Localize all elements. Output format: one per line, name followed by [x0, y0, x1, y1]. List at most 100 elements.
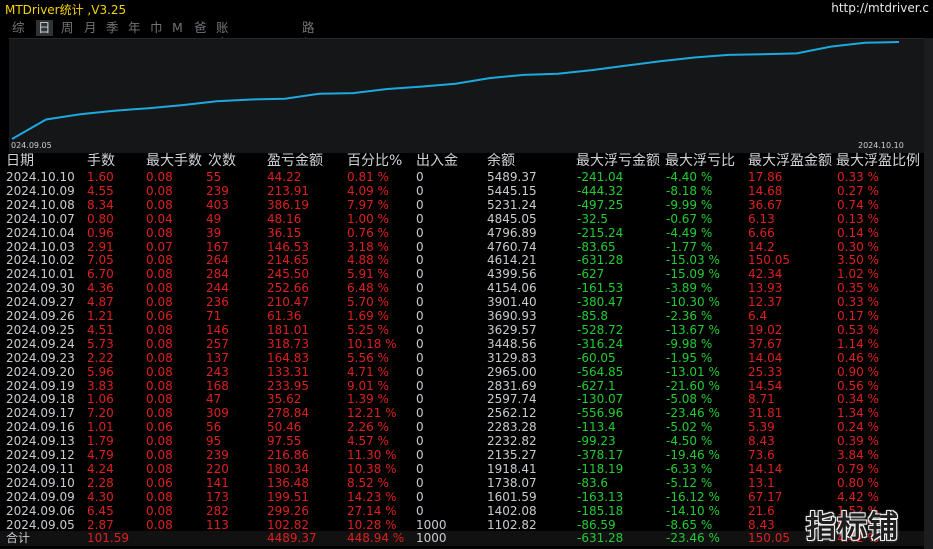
table-row[interactable]: 2024.09.11 4.24 0.08 220 180.34 10.38 % 0 1918.…	[0, 462, 924, 477]
table-row[interactable]: 2024.09.24 5.73 0.08 257 318.73 10.18 % 0 3448.…	[0, 337, 924, 352]
column-header-11[interactable]: 最大浮盈比例	[836, 153, 920, 169]
table-cell: 2024.09.20	[6, 364, 75, 379]
table-cell: 5.73	[87, 336, 114, 351]
table-row[interactable]: 2024.09.26 1.21 0.06 71 61.36 1.69 % 0 3690.93 -…	[0, 309, 924, 324]
tab-10[interactable]: 路径	[302, 20, 315, 51]
tab-7[interactable]: M	[172, 20, 183, 35]
table-row[interactable]: 2024.09.16 1.01 0.06 56 50.46 2.26 % 0 2283.28 -…	[0, 420, 924, 435]
chart-x-end-label: 2024.10.10	[858, 141, 904, 150]
table-row[interactable]: 2024.09.12 4.79 0.08 239 216.86 11.30 % 0 2135.…	[0, 448, 924, 463]
table-cell: 19.02	[748, 322, 783, 337]
column-header-10[interactable]: 最大浮盈金额	[748, 153, 832, 169]
table-cell: 0.56 %	[837, 378, 879, 393]
tab-9[interactable]: 账户	[216, 20, 229, 51]
tab-2[interactable]: 周	[61, 20, 74, 35]
tab-8[interactable]: 爸	[194, 20, 207, 35]
table-cell: -86.59	[577, 517, 616, 532]
table-row[interactable]: 2024.09.23 2.22 0.08 137 164.83 5.56 % 0 3129.8…	[0, 351, 924, 366]
table-cell: 10.28 %	[347, 517, 397, 532]
table-cell: 239	[206, 448, 229, 462]
table-row[interactable]: 2024.09.05 2.87 0.08 113 102.82 10.28 % 1000 11…	[0, 518, 924, 533]
table-cell: 5.96	[87, 364, 114, 379]
table-cell: 245.50	[267, 267, 309, 282]
table-row[interactable]: 2024.09.18 1.06 0.08 47 35.62 1.39 % 0 2597.74 -…	[0, 392, 924, 407]
tab-0[interactable]: 综	[12, 20, 25, 35]
table-cell: 1918.41	[487, 461, 537, 476]
column-header-8[interactable]: 最大浮亏金额	[576, 153, 660, 169]
table-cell: 48.16	[267, 211, 302, 226]
table-cell: 14.2	[748, 239, 775, 254]
table-row[interactable]: 2024.09.25 4.51 0.08 146 181.01 5.25 % 0 3629.5…	[0, 323, 924, 338]
table-row[interactable]: 2024.09.17 7.20 0.08 309 278.84 12.21 % 0 2562.…	[0, 406, 924, 421]
table-cell: 2283.28	[487, 420, 537, 435]
table-cell: 5.91 %	[347, 267, 389, 282]
table-row[interactable]: 2024.09.30 4.36 0.08 244 252.66 6.48 % 0 4154.0…	[0, 281, 924, 296]
table-cell: 0.08	[146, 392, 173, 407]
table-row[interactable]: 2024.09.10 2.28 0.06 141 136.48 8.52 % 0 1738.0…	[0, 476, 924, 491]
table-cell: 146	[206, 322, 229, 337]
column-header-0[interactable]: 日期	[6, 153, 34, 169]
table-row[interactable]: 2024.09.09 4.30 0.08 173 199.51 14.23 % 0 1601.…	[0, 490, 924, 505]
table-cell: 2024.09.30	[6, 281, 75, 296]
table-cell: 181.01	[267, 322, 309, 337]
table-row[interactable]: 2024.09.13 1.79 0.08 95 97.55 4.57 % 0 2232.82 -…	[0, 434, 924, 449]
table-cell: 4796.89	[487, 225, 537, 240]
table-row[interactable]: 2024.10.04 0.96 0.08 39 36.15 0.76 % 0 4796.89 -…	[0, 226, 924, 241]
table-cell: -1.95 %	[666, 350, 713, 365]
table-row[interactable]: 2024.10.01 6.70 0.08 284 245.50 5.91 % 0 4399.5…	[0, 267, 924, 282]
column-header-2[interactable]: 最大手数	[146, 153, 202, 169]
vertical-scrollbar[interactable]	[924, 38, 933, 549]
table-cell: 0	[416, 475, 424, 490]
tab-3[interactable]: 月	[84, 20, 97, 35]
table-total-row[interactable]: 合计 101.59 4489.37 448.94 % 1000 -631.28 -23.46…	[0, 531, 924, 547]
table-row[interactable]: 2024.09.20 5.96 0.08 243 133.31 4.71 % 0 2965.0…	[0, 365, 924, 380]
tab-4[interactable]: 季	[106, 20, 119, 35]
table-cell: 2024.09.24	[6, 336, 75, 351]
table-cell: 3.83	[87, 378, 114, 393]
table-row[interactable]: 2024.10.02 7.05 0.08 264 214.65 4.88 % 0 4614.2…	[0, 253, 924, 268]
table-cell: -4.49 %	[666, 225, 713, 240]
table-cell: -631.28	[577, 531, 624, 546]
table-cell: 55	[206, 170, 222, 184]
table-cell: 0	[416, 503, 424, 518]
table-row[interactable]: 2024.09.19 3.83 0.08 168 233.95 9.01 % 0 2831.6…	[0, 379, 924, 394]
table-cell: -241.04	[577, 170, 624, 184]
column-header-5[interactable]: 百分比%	[347, 153, 403, 169]
tab-6[interactable]: 巾	[150, 20, 163, 35]
table-cell: 2024.09.06	[6, 503, 75, 518]
column-header-3[interactable]: 次数	[208, 153, 236, 169]
table-row[interactable]: 2024.09.06 6.45 0.08 282 299.26 27.14 % 0 1402.…	[0, 504, 924, 519]
table-row[interactable]: 2024.10.08 8.34 0.08 403 386.19 7.97 % 0 5231.2…	[0, 198, 924, 213]
table-cell: 216.86	[267, 448, 309, 462]
table-cell: 6.45	[87, 503, 114, 518]
table-cell: 1738.07	[487, 475, 537, 490]
table-cell: 31.81	[748, 406, 783, 421]
table-cell: 2024.09.26	[6, 309, 75, 323]
column-header-9[interactable]: 最大浮亏比	[665, 153, 735, 169]
chart-x-start-label: 024.09.05	[11, 141, 52, 150]
table-cell: 21.6	[748, 503, 775, 518]
website-link[interactable]: http://mtdriver.c	[831, 1, 929, 15]
tab-5[interactable]: 年	[128, 20, 141, 35]
tab-1[interactable]: 日	[36, 20, 53, 36]
table-cell: 3448.56	[487, 336, 537, 351]
table-row[interactable]: 2024.09.27 4.87 0.08 236 210.47 5.70 % 0 3901.4…	[0, 295, 924, 310]
table-cell: 1.79	[87, 434, 114, 449]
column-header-4[interactable]: 盈亏金额	[267, 153, 323, 169]
table-cell: 309	[206, 406, 229, 421]
table-cell: 4.57 %	[347, 434, 389, 449]
table-cell: 0.80 %	[837, 475, 879, 490]
table-cell: 448.94 %	[347, 531, 405, 546]
table-cell: 0.90 %	[837, 364, 879, 379]
table-cell: -316.24	[577, 336, 624, 351]
table-row[interactable]: 2024.10.03 2.91 0.07 167 146.53 3.18 % 0 4760.7…	[0, 240, 924, 255]
table-cell: 0	[416, 309, 424, 323]
table-cell: 3690.93	[487, 309, 537, 323]
column-header-6[interactable]: 出入金	[416, 153, 458, 169]
table-row[interactable]: 2024.10.07 0.80 0.04 49 48.16 1.00 % 0 4845.05 -…	[0, 212, 924, 227]
table-row[interactable]: 2024.10.10 1.60 0.08 55 44.22 0.81 % 0 5489.37 -…	[0, 170, 924, 185]
column-header-7[interactable]: 余额	[487, 153, 515, 169]
table-row[interactable]: 2024.10.09 4.55 0.08 239 213.91 4.09 % 0 5445.1…	[0, 184, 924, 199]
column-header-1[interactable]: 手数	[87, 153, 115, 169]
table-cell: -16.12 %	[666, 489, 720, 504]
